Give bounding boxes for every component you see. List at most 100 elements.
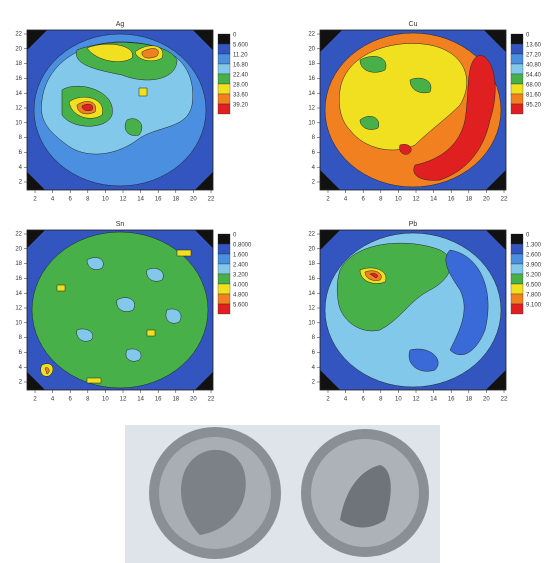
y-tick-label: 14 — [308, 291, 315, 297]
x-tick-label: 18 — [465, 397, 472, 403]
legend-label: 1.600 — [233, 253, 249, 259]
legend-label: 4.000 — [233, 283, 249, 289]
legend-swatch — [510, 263, 524, 275]
legend-swatch — [510, 43, 524, 55]
x-tick-label: 8 — [86, 397, 90, 403]
y-tick-label: 8 — [312, 335, 316, 341]
y-tick-label: 2 — [312, 180, 316, 186]
y-tick-label: 16 — [308, 76, 315, 82]
x-tick-label: 18 — [172, 397, 179, 403]
x-tick-label: 4 — [344, 397, 348, 403]
legend-label: 5.200 — [526, 273, 542, 279]
legend-label: 2.600 — [526, 253, 542, 259]
legend-swatch — [217, 273, 231, 285]
legend-swatch — [217, 103, 231, 115]
y-tick-label: 16 — [308, 276, 315, 282]
y-tick-label: 8 — [312, 135, 316, 141]
legend-swatch — [510, 273, 524, 285]
legend-swatch — [510, 63, 524, 75]
y-tick-label: 18 — [15, 261, 22, 267]
legend-swatch — [510, 303, 524, 315]
legend-swatch — [217, 263, 231, 275]
legend-label: 54.40 — [526, 73, 542, 79]
legend-label: 0 — [526, 233, 530, 239]
legend-swatch — [217, 83, 231, 95]
legend-label: 13.60 — [526, 43, 542, 49]
x-tick-label: 16 — [448, 197, 455, 203]
y-tick-label: 14 — [15, 91, 22, 97]
legend-label: 5.600 — [233, 303, 249, 309]
y-tick-label: 2 — [19, 380, 23, 386]
x-tick-label: 22 — [208, 397, 215, 403]
coin-photo — [125, 425, 440, 563]
legend-label: 11.20 — [233, 53, 248, 59]
y-tick-label: 8 — [19, 335, 23, 341]
y-tick-label: 22 — [308, 232, 315, 238]
y-tick-label: 12 — [15, 306, 22, 312]
plot-frame — [319, 229, 507, 391]
y-tick-label: 10 — [15, 320, 22, 326]
legend-label: 7.800 — [526, 293, 542, 299]
x-tick-label: 4 — [51, 397, 55, 403]
legend-swatch — [217, 253, 231, 265]
plot-frame — [26, 29, 214, 191]
y-tick-label: 16 — [15, 276, 22, 282]
legend-swatch — [217, 303, 231, 315]
legend-swatch — [510, 283, 524, 295]
y-tick-label: 12 — [15, 106, 22, 112]
y-tick-label: 14 — [15, 291, 22, 297]
y-tick-label: 22 — [308, 32, 315, 38]
x-tick-label: 4 — [344, 197, 348, 203]
y-tick-label: 4 — [19, 365, 23, 371]
x-tick-label: 10 — [102, 397, 109, 403]
y-tick-label: 20 — [15, 246, 22, 252]
x-tick-label: 20 — [483, 397, 490, 403]
legend-swatch — [510, 83, 524, 95]
x-tick-label: 8 — [86, 197, 90, 203]
panel-title: Sn — [116, 221, 125, 228]
y-tick-label: 8 — [19, 135, 23, 141]
x-tick-label: 18 — [465, 197, 472, 203]
legend-label: 5.600 — [233, 43, 249, 49]
y-tick-label: 18 — [15, 61, 22, 67]
y-tick-label: 4 — [312, 365, 316, 371]
legend-swatch — [217, 53, 231, 65]
legend-label: 33.60 — [233, 93, 249, 99]
legend-label: 0.8000 — [233, 243, 252, 249]
legend-swatch — [510, 103, 524, 115]
x-tick-label: 2 — [326, 197, 330, 203]
x-tick-label: 6 — [362, 397, 366, 403]
y-tick-label: 10 — [15, 120, 22, 126]
x-tick-label: 2 — [326, 397, 330, 403]
contour-map — [27, 230, 213, 390]
legend-swatch — [510, 73, 524, 85]
panel-title: Ag — [116, 21, 125, 28]
y-tick-label: 6 — [312, 350, 316, 356]
contour-map — [320, 230, 506, 390]
legend-swatch — [217, 233, 231, 245]
legend-swatch — [510, 293, 524, 305]
legend-label: 0 — [233, 233, 237, 239]
legend-label: 81.60 — [526, 93, 542, 99]
legend-label: 9.100 — [526, 303, 542, 309]
legend-label: 27.20 — [526, 53, 542, 59]
x-tick-label: 16 — [155, 197, 162, 203]
x-tick-label: 14 — [430, 197, 437, 203]
x-tick-label: 12 — [120, 197, 127, 203]
y-tick-label: 20 — [308, 246, 315, 252]
y-tick-label: 2 — [312, 380, 316, 386]
y-tick-label: 16 — [15, 76, 22, 82]
legend-label: 1.300 — [526, 243, 542, 249]
panel-title: Cu — [409, 21, 418, 28]
legend-label: 3.200 — [233, 273, 249, 279]
legend-swatch — [510, 33, 524, 45]
x-tick-label: 8 — [379, 397, 383, 403]
x-tick-label: 4 — [51, 197, 55, 203]
x-tick-label: 2 — [33, 197, 37, 203]
legend-swatch — [217, 63, 231, 75]
x-tick-label: 2 — [33, 397, 37, 403]
x-tick-label: 18 — [172, 197, 179, 203]
y-tick-label: 18 — [308, 261, 315, 267]
